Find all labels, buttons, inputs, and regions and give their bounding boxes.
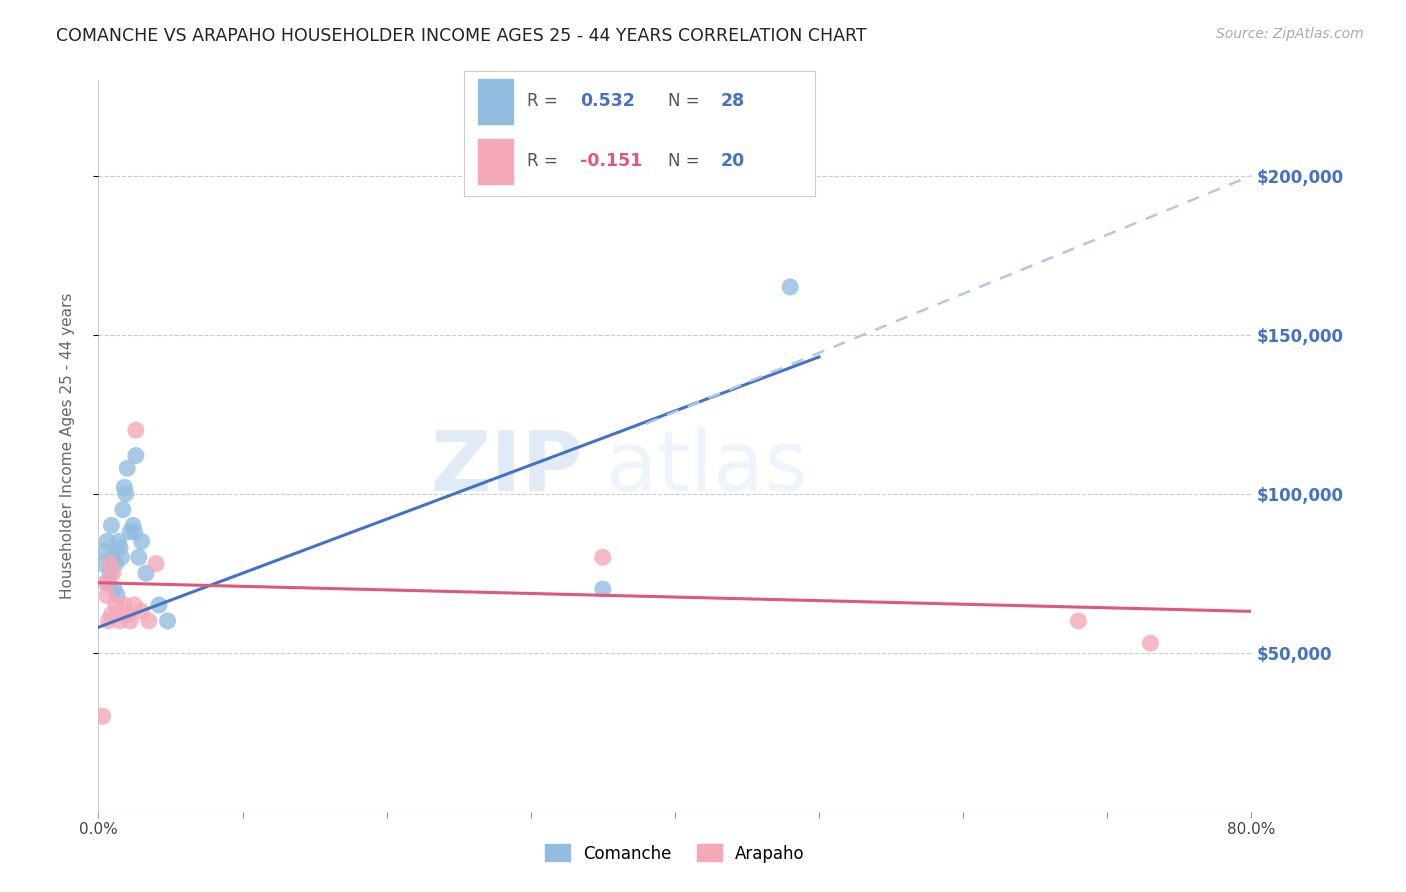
Point — [117, 461, 139, 475]
Point — [100, 607, 122, 622]
Point — [592, 550, 614, 565]
Point — [117, 607, 139, 622]
Legend: Comanche, Arapaho: Comanche, Arapaho — [538, 838, 811, 869]
Text: N =: N = — [668, 93, 699, 111]
Point — [103, 582, 125, 596]
Text: Source: ZipAtlas.com: Source: ZipAtlas.com — [1216, 27, 1364, 41]
Point — [138, 614, 160, 628]
Point — [128, 550, 150, 565]
Point — [1067, 614, 1090, 628]
Point — [110, 550, 132, 565]
FancyBboxPatch shape — [478, 139, 513, 184]
Point — [94, 544, 117, 558]
Text: atlas: atlas — [606, 427, 807, 508]
Point — [108, 614, 131, 628]
Point — [97, 575, 120, 590]
Point — [120, 614, 142, 628]
Text: N =: N = — [668, 153, 699, 170]
Point — [104, 598, 127, 612]
Point — [112, 480, 135, 494]
Point — [91, 709, 114, 723]
FancyBboxPatch shape — [478, 78, 513, 124]
Text: R =: R = — [527, 153, 558, 170]
Point — [592, 582, 614, 596]
Point — [120, 524, 142, 539]
Point — [131, 604, 153, 618]
Point — [1139, 636, 1161, 650]
Point — [125, 423, 148, 437]
Point — [107, 534, 129, 549]
Point — [91, 557, 114, 571]
Point — [98, 566, 121, 581]
Text: 28: 28 — [721, 93, 745, 111]
Text: ZIP: ZIP — [430, 427, 582, 508]
Point — [105, 589, 128, 603]
Point — [124, 598, 146, 612]
Point — [98, 557, 121, 571]
Point — [114, 486, 136, 500]
Text: -0.151: -0.151 — [581, 153, 643, 170]
Point — [145, 557, 167, 571]
Point — [108, 541, 131, 555]
Point — [100, 518, 122, 533]
Text: 20: 20 — [721, 153, 745, 170]
Point — [125, 449, 148, 463]
Point — [131, 534, 153, 549]
Text: 0.532: 0.532 — [581, 93, 636, 111]
Point — [122, 518, 145, 533]
Point — [779, 280, 801, 294]
Point — [112, 598, 135, 612]
Text: R =: R = — [527, 93, 558, 111]
Point — [135, 566, 157, 581]
Text: COMANCHE VS ARAPAHO HOUSEHOLDER INCOME AGES 25 - 44 YEARS CORRELATION CHART: COMANCHE VS ARAPAHO HOUSEHOLDER INCOME A… — [56, 27, 868, 45]
Point — [124, 524, 146, 539]
Point — [94, 575, 117, 590]
Point — [111, 502, 134, 516]
Point — [148, 598, 170, 612]
Point — [96, 589, 118, 603]
Point — [101, 566, 124, 581]
Point — [156, 614, 179, 628]
Point — [97, 614, 120, 628]
Point — [96, 534, 118, 549]
Y-axis label: Householder Income Ages 25 - 44 years: Householder Income Ages 25 - 44 years — [60, 293, 75, 599]
Point — [104, 557, 127, 571]
Point — [101, 550, 124, 565]
